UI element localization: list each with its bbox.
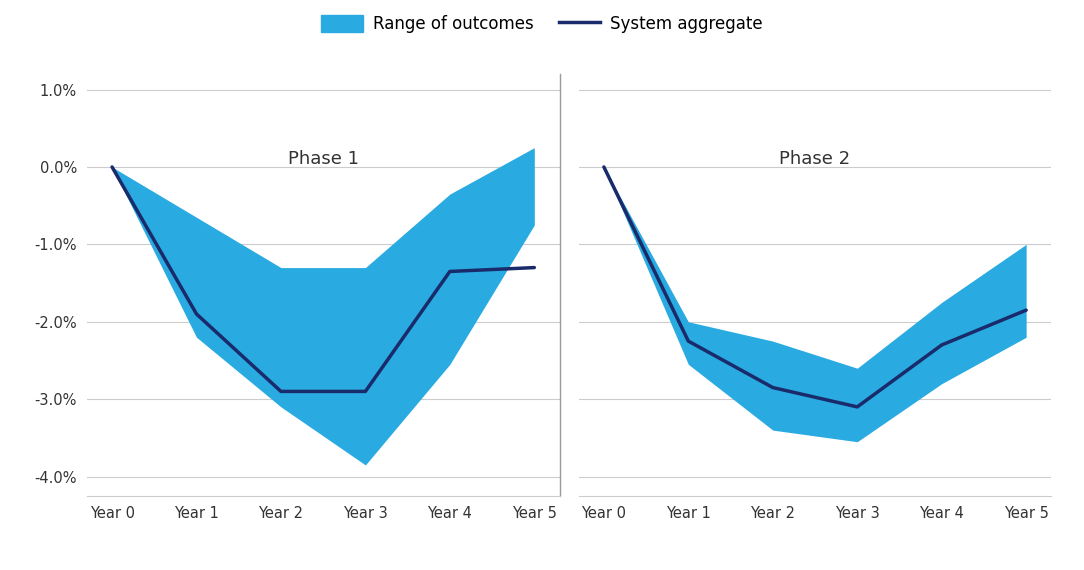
Text: Phase 1: Phase 1 — [287, 150, 359, 168]
Text: Phase 2: Phase 2 — [779, 150, 851, 168]
Legend: Range of outcomes, System aggregate: Range of outcomes, System aggregate — [314, 9, 770, 40]
